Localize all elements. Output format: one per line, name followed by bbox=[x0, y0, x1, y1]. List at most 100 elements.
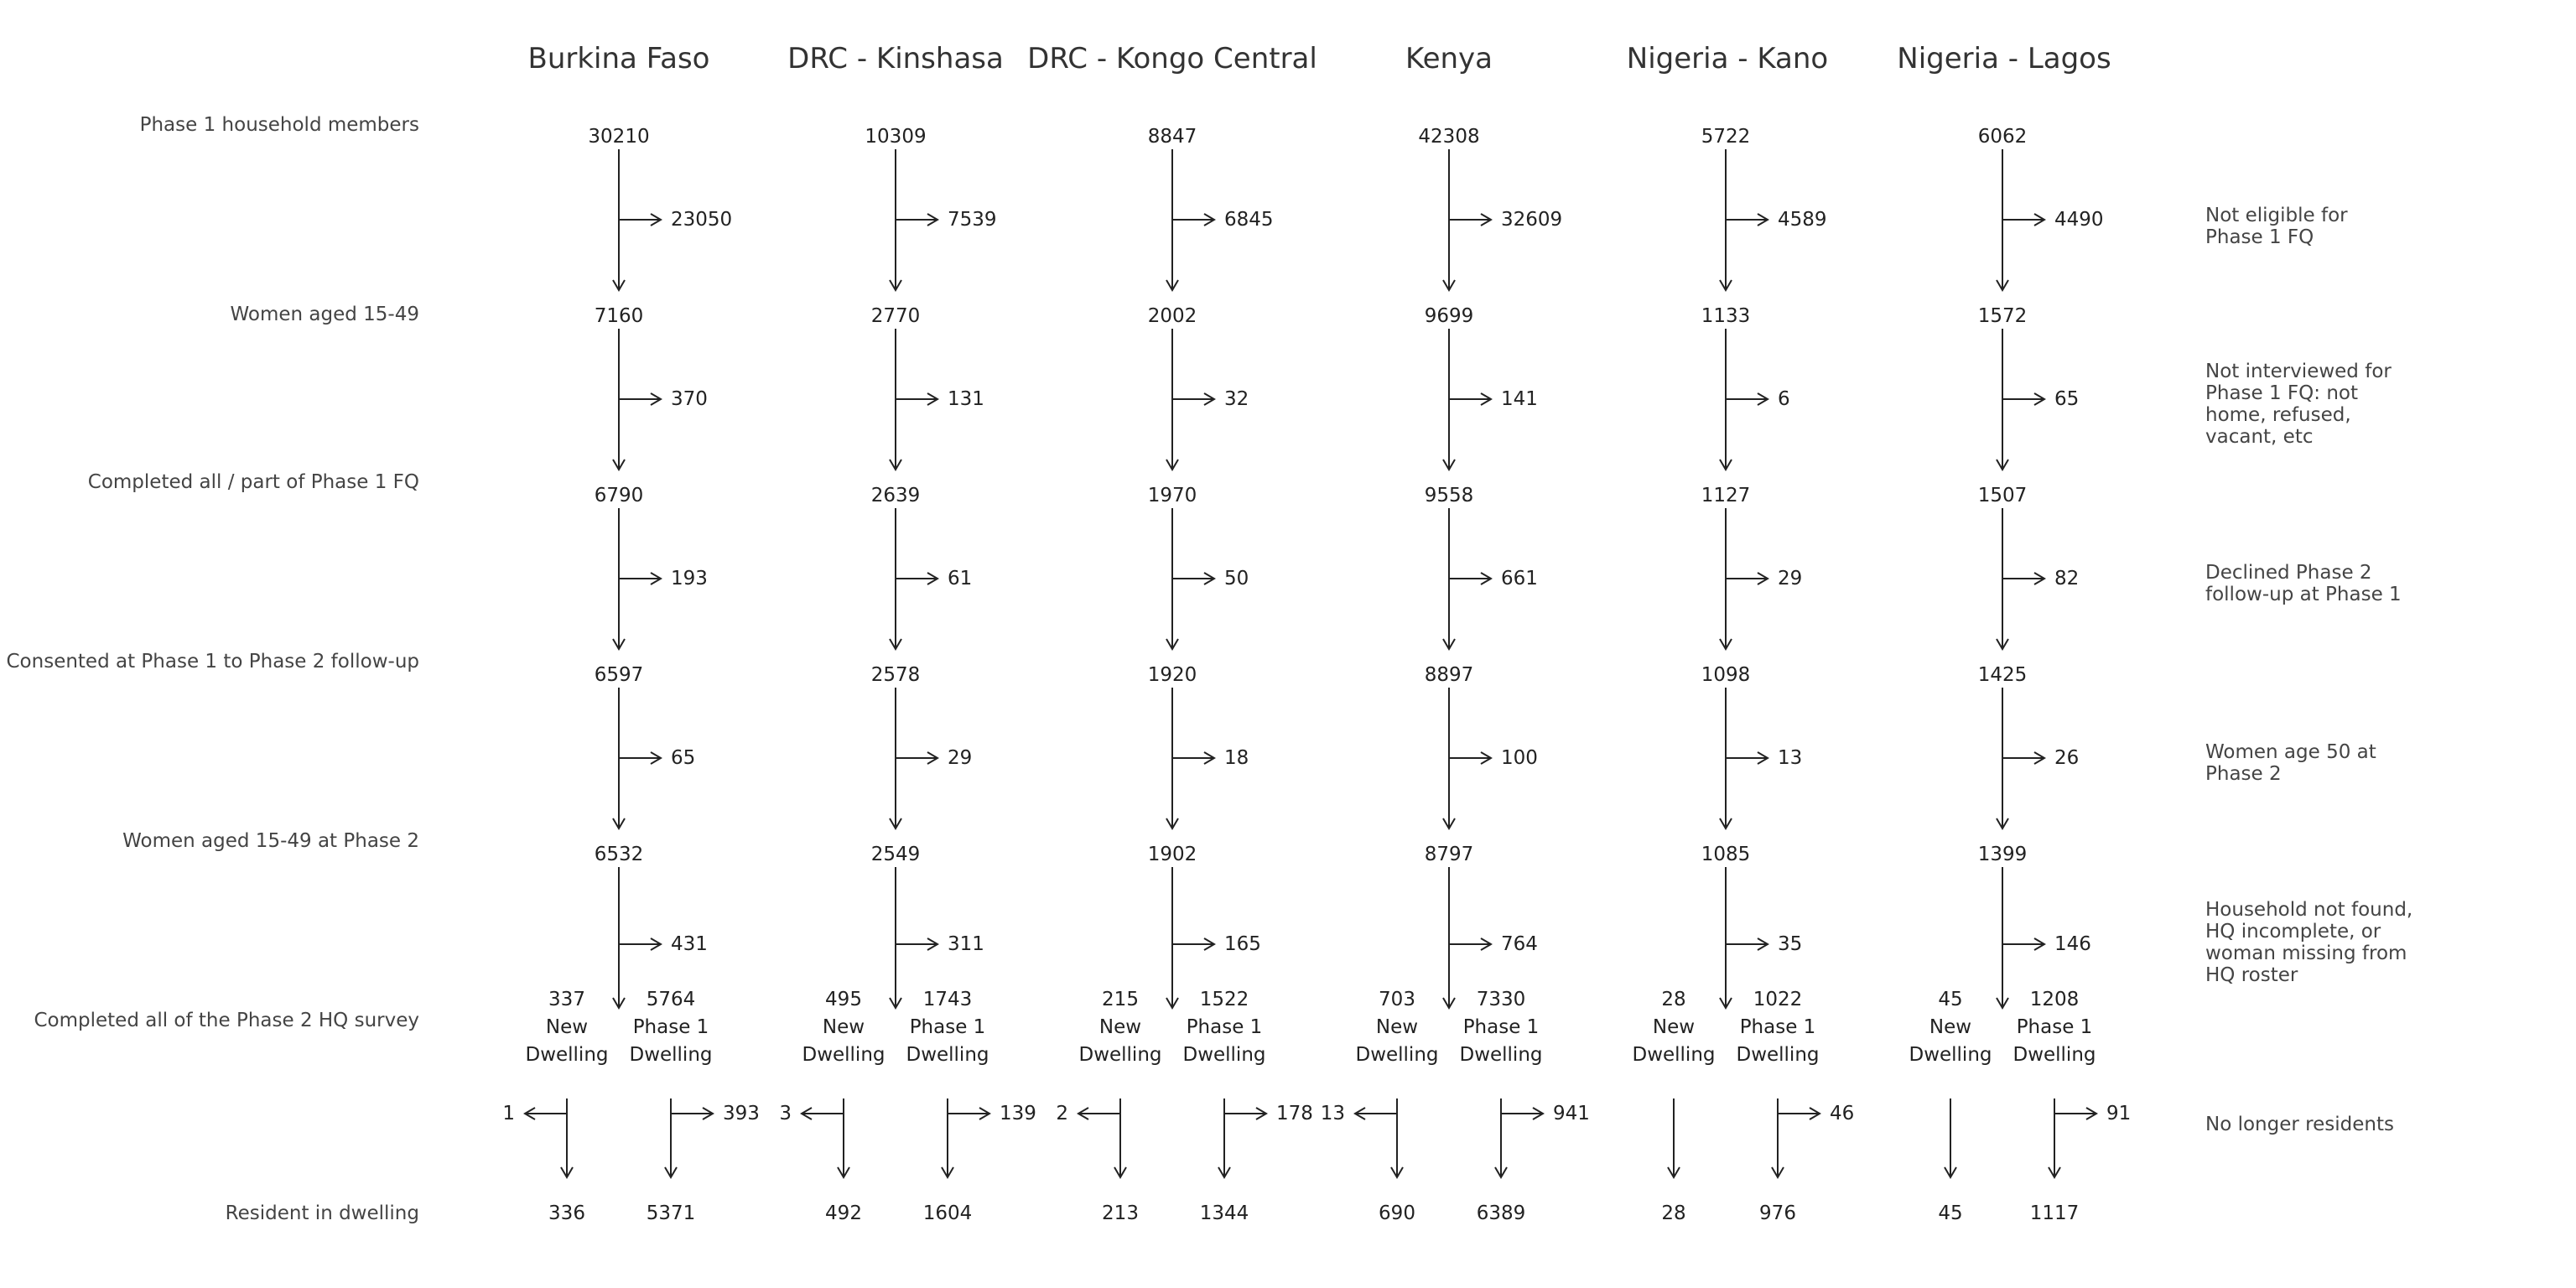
resident-value: 1117 bbox=[2029, 1202, 2080, 1224]
flow-arrowhead bbox=[612, 459, 626, 471]
no-longer-value: 91 bbox=[2106, 1103, 2132, 1124]
stage-value: 6597 bbox=[594, 664, 644, 686]
flow-arrowhead bbox=[612, 818, 626, 830]
dwelling-type-label: New bbox=[545, 1016, 589, 1038]
completed-value: 1743 bbox=[922, 989, 973, 1010]
exit-value: 32609 bbox=[1501, 209, 1563, 231]
resident-arrowhead bbox=[664, 1166, 678, 1179]
stage-label-completed-phase1-fq: Completed all / part of Phase 1 FQ bbox=[88, 471, 419, 493]
stage-value: 6062 bbox=[1977, 126, 2028, 148]
no-longer-value: 139 bbox=[1000, 1103, 1036, 1124]
stage-value: 1970 bbox=[1147, 485, 1197, 506]
resident-value: 336 bbox=[548, 1202, 585, 1224]
completed-value: 7330 bbox=[1476, 989, 1526, 1010]
flow-arrowhead bbox=[1442, 997, 1456, 1010]
no-longer-value: 2 bbox=[1056, 1103, 1068, 1124]
flow-arrowhead bbox=[1719, 279, 1732, 292]
stage-value: 8797 bbox=[1424, 844, 1474, 865]
country-header: Nigeria - Kano bbox=[1626, 42, 1829, 75]
exit-value: 50 bbox=[1224, 568, 1249, 589]
dwelling-type-label: New bbox=[1375, 1016, 1419, 1038]
resident-value: 5371 bbox=[646, 1202, 696, 1224]
exit-arrowhead bbox=[2033, 937, 2046, 951]
exit-value: 165 bbox=[1224, 933, 1261, 955]
exit-value: 18 bbox=[1224, 747, 1249, 769]
completed-value: 703 bbox=[1379, 989, 1415, 1010]
exit-arrowhead bbox=[1757, 213, 1769, 226]
exit-arrowhead bbox=[1480, 751, 1493, 765]
stage-value: 1572 bbox=[1977, 305, 2028, 327]
dwelling-type-label: Phase 1 bbox=[1462, 1016, 1540, 1038]
stage-label-text: Phase 1 household members bbox=[139, 114, 419, 136]
stage-value: 9558 bbox=[1424, 485, 1474, 506]
exit-arrowhead bbox=[1203, 213, 1216, 226]
stage-value: 42308 bbox=[1418, 126, 1480, 148]
completed-value: 495 bbox=[825, 989, 862, 1010]
new-dwelling-block: 215 New Dwelling bbox=[1078, 986, 1161, 1069]
no-longer-value: 941 bbox=[1553, 1103, 1590, 1124]
new-dwelling-block: 45 New Dwelling bbox=[1909, 986, 1992, 1069]
stage-value: 1425 bbox=[1977, 664, 2028, 686]
flow-arrowhead bbox=[1166, 997, 1179, 1010]
exit-arrowhead bbox=[1757, 572, 1769, 585]
exit-arrowhead bbox=[1480, 392, 1493, 406]
exit-arrowhead bbox=[927, 572, 939, 585]
dwelling-type-label: Dwelling bbox=[1182, 1044, 1266, 1066]
flow-arrowhead bbox=[1166, 638, 1179, 651]
no-longer-value: 393 bbox=[723, 1103, 760, 1124]
exit-arrowhead bbox=[1480, 937, 1493, 951]
resident-value: 28 bbox=[1661, 1202, 1686, 1224]
resident-value: 690 bbox=[1379, 1202, 1415, 1224]
stage-label-text: Resident in dwelling bbox=[225, 1202, 419, 1224]
stage-value: 2578 bbox=[870, 664, 921, 686]
exit-arrowhead bbox=[2033, 751, 2046, 765]
phase1-dwelling-block: 1022 Phase 1 Dwelling bbox=[1736, 986, 1819, 1069]
exit-value: 131 bbox=[948, 388, 984, 410]
resident-arrowhead bbox=[941, 1166, 954, 1179]
stage-label-text: Completed all of the Phase 2 HQ survey bbox=[34, 1010, 419, 1031]
exit-value: 65 bbox=[2054, 388, 2080, 410]
dwelling-type-label: Dwelling bbox=[906, 1044, 989, 1066]
flow-arrowhead bbox=[1166, 279, 1179, 292]
stage-label-text: Consented at Phase 1 to Phase 2 follow-u… bbox=[6, 651, 420, 673]
exit-label-text: Not eligible for Phase 1 FQ bbox=[2205, 205, 2348, 248]
exit-value: 141 bbox=[1501, 388, 1538, 410]
exit-value: 7539 bbox=[948, 209, 997, 231]
exit-value: 6 bbox=[1778, 388, 1790, 410]
stage-value: 1098 bbox=[1701, 664, 1751, 686]
exit-value: 26 bbox=[2054, 747, 2080, 769]
flow-arrowhead bbox=[612, 279, 626, 292]
flow-arrowhead bbox=[1996, 459, 2009, 471]
stage-label-text: Women aged 15-49 bbox=[230, 304, 420, 325]
completed-value: 1022 bbox=[1753, 989, 1803, 1010]
exit-arrowhead bbox=[650, 572, 662, 585]
resident-arrowhead bbox=[1771, 1166, 1784, 1179]
resident-value: 1344 bbox=[1199, 1202, 1249, 1224]
exit-arrowhead bbox=[1757, 751, 1769, 765]
exit-label-text: No longer residents bbox=[2205, 1114, 2394, 1135]
exit-arrowhead bbox=[650, 392, 662, 406]
new-dwelling-block: 703 New Dwelling bbox=[1355, 986, 1438, 1069]
exit-value: 65 bbox=[671, 747, 696, 769]
resident-value: 6389 bbox=[1476, 1202, 1526, 1224]
stage-label-consented-phase2: Consented at Phase 1 to Phase 2 follow-u… bbox=[7, 651, 420, 673]
no-longer-arrowhead bbox=[1353, 1107, 1366, 1120]
stage-value: 1399 bbox=[1977, 844, 2028, 865]
exit-value: 4589 bbox=[1778, 209, 1827, 231]
dwelling-type-label: Phase 1 bbox=[1186, 1016, 1263, 1038]
exit-arrowhead bbox=[650, 751, 662, 765]
resident-arrowhead bbox=[1218, 1166, 1231, 1179]
stage-label-resident-in-dwelling: Resident in dwelling bbox=[226, 1202, 419, 1224]
dwelling-type-label: Dwelling bbox=[1355, 1044, 1439, 1066]
phase1-dwelling-block: 5764 Phase 1 Dwelling bbox=[629, 986, 712, 1069]
stage-value: 1127 bbox=[1701, 485, 1751, 506]
exit-value: 29 bbox=[948, 747, 973, 769]
flow-arrowhead bbox=[889, 459, 902, 471]
flow-arrowhead bbox=[1996, 818, 2009, 830]
flow-arrowhead bbox=[889, 997, 902, 1010]
exit-label-household-not-found: Household not found, HQ incomplete, or w… bbox=[2205, 899, 2423, 986]
completed-value: 1522 bbox=[1199, 989, 1249, 1010]
stage-value: 1085 bbox=[1701, 844, 1751, 865]
completed-value: 45 bbox=[1938, 989, 1963, 1010]
stage-value: 6790 bbox=[594, 485, 644, 506]
